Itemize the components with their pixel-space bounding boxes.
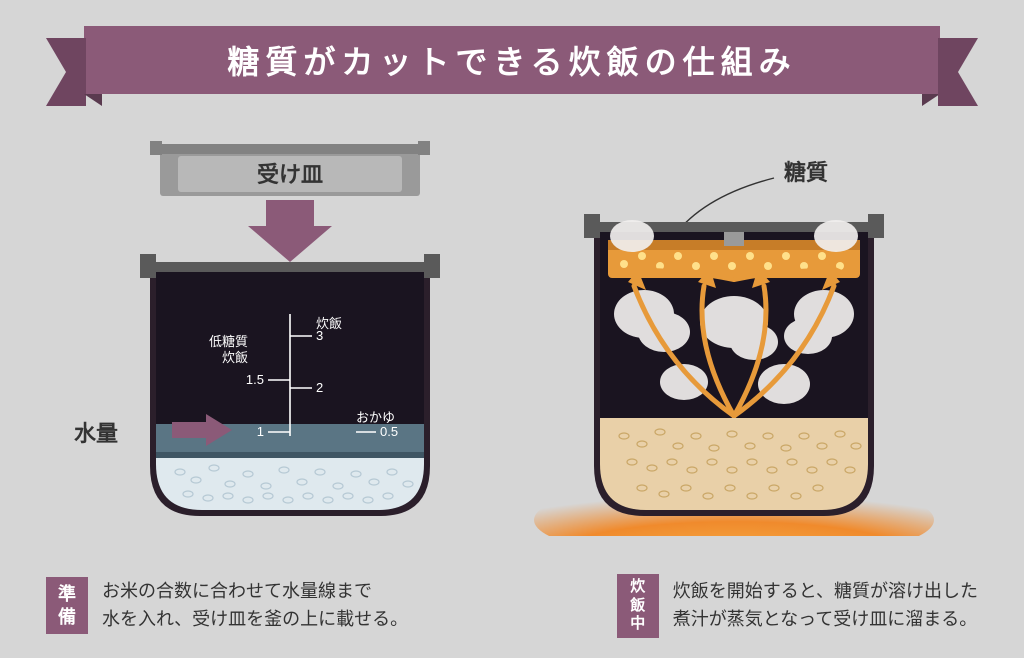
rice-warm-layer [600, 418, 868, 510]
okayu-label: おかゆ [356, 410, 395, 425]
down-arrow-icon [248, 200, 332, 262]
diagram-stage: 受け皿 [0, 136, 1024, 546]
tick-1.5: 1.5 [246, 372, 264, 387]
badge-prep-char2: 備 [58, 606, 76, 629]
badge-cook-char2: 飯 [630, 597, 645, 616]
badge-prep-char1: 準 [58, 583, 76, 606]
caption-left-text: お米の合数に合わせて水量線まで 水を入れ、受け皿を釜の上に載せる。 [102, 578, 408, 634]
cooking-diagram: 糖質 [524, 136, 944, 536]
scale-left-label-1: 低糖質 [209, 334, 248, 349]
caption-left: 準 備 お米の合数に合わせて水量線まで 水を入れ、受け皿を釜の上に載せる。 [46, 574, 408, 638]
water-label: 水量 [74, 416, 118, 448]
badge-cooking: 炊 飯 中 [617, 574, 659, 638]
rice-layer [156, 458, 424, 510]
tick-2: 2 [316, 380, 323, 395]
badge-cook-char1: 炊 [630, 578, 645, 597]
tick-3: 3 [316, 328, 323, 343]
title-banner: 糖質がカットできる炊飯の仕組み [84, 26, 940, 94]
captions-row: 準 備 お米の合数に合わせて水量線まで 水を入れ、受け皿を釜の上に載せる。 炊 … [0, 574, 1024, 638]
tray-label: 受け皿 [257, 162, 323, 187]
banner-title: 糖質がカットできる炊飯の仕組み [227, 37, 796, 83]
okayu-tick: 0.5 [380, 424, 398, 439]
scale-left-label-2: 炊飯 [222, 350, 248, 365]
caption-right-text: 炊飯を開始すると、糖質が溶け出した 煮汁が蒸気となって受け皿に溜まる。 [673, 578, 978, 634]
badge-cook-char3: 中 [630, 615, 645, 634]
caption-right: 炊 飯 中 炊飯を開始すると、糖質が溶け出した 煮汁が蒸気となって受け皿に溜まる… [617, 574, 978, 638]
badge-preparation: 準 備 [46, 577, 88, 634]
sugar-label: 糖質 [784, 160, 828, 185]
preparation-diagram: 受け皿 [80, 136, 500, 536]
tick-1: 1 [257, 424, 264, 439]
